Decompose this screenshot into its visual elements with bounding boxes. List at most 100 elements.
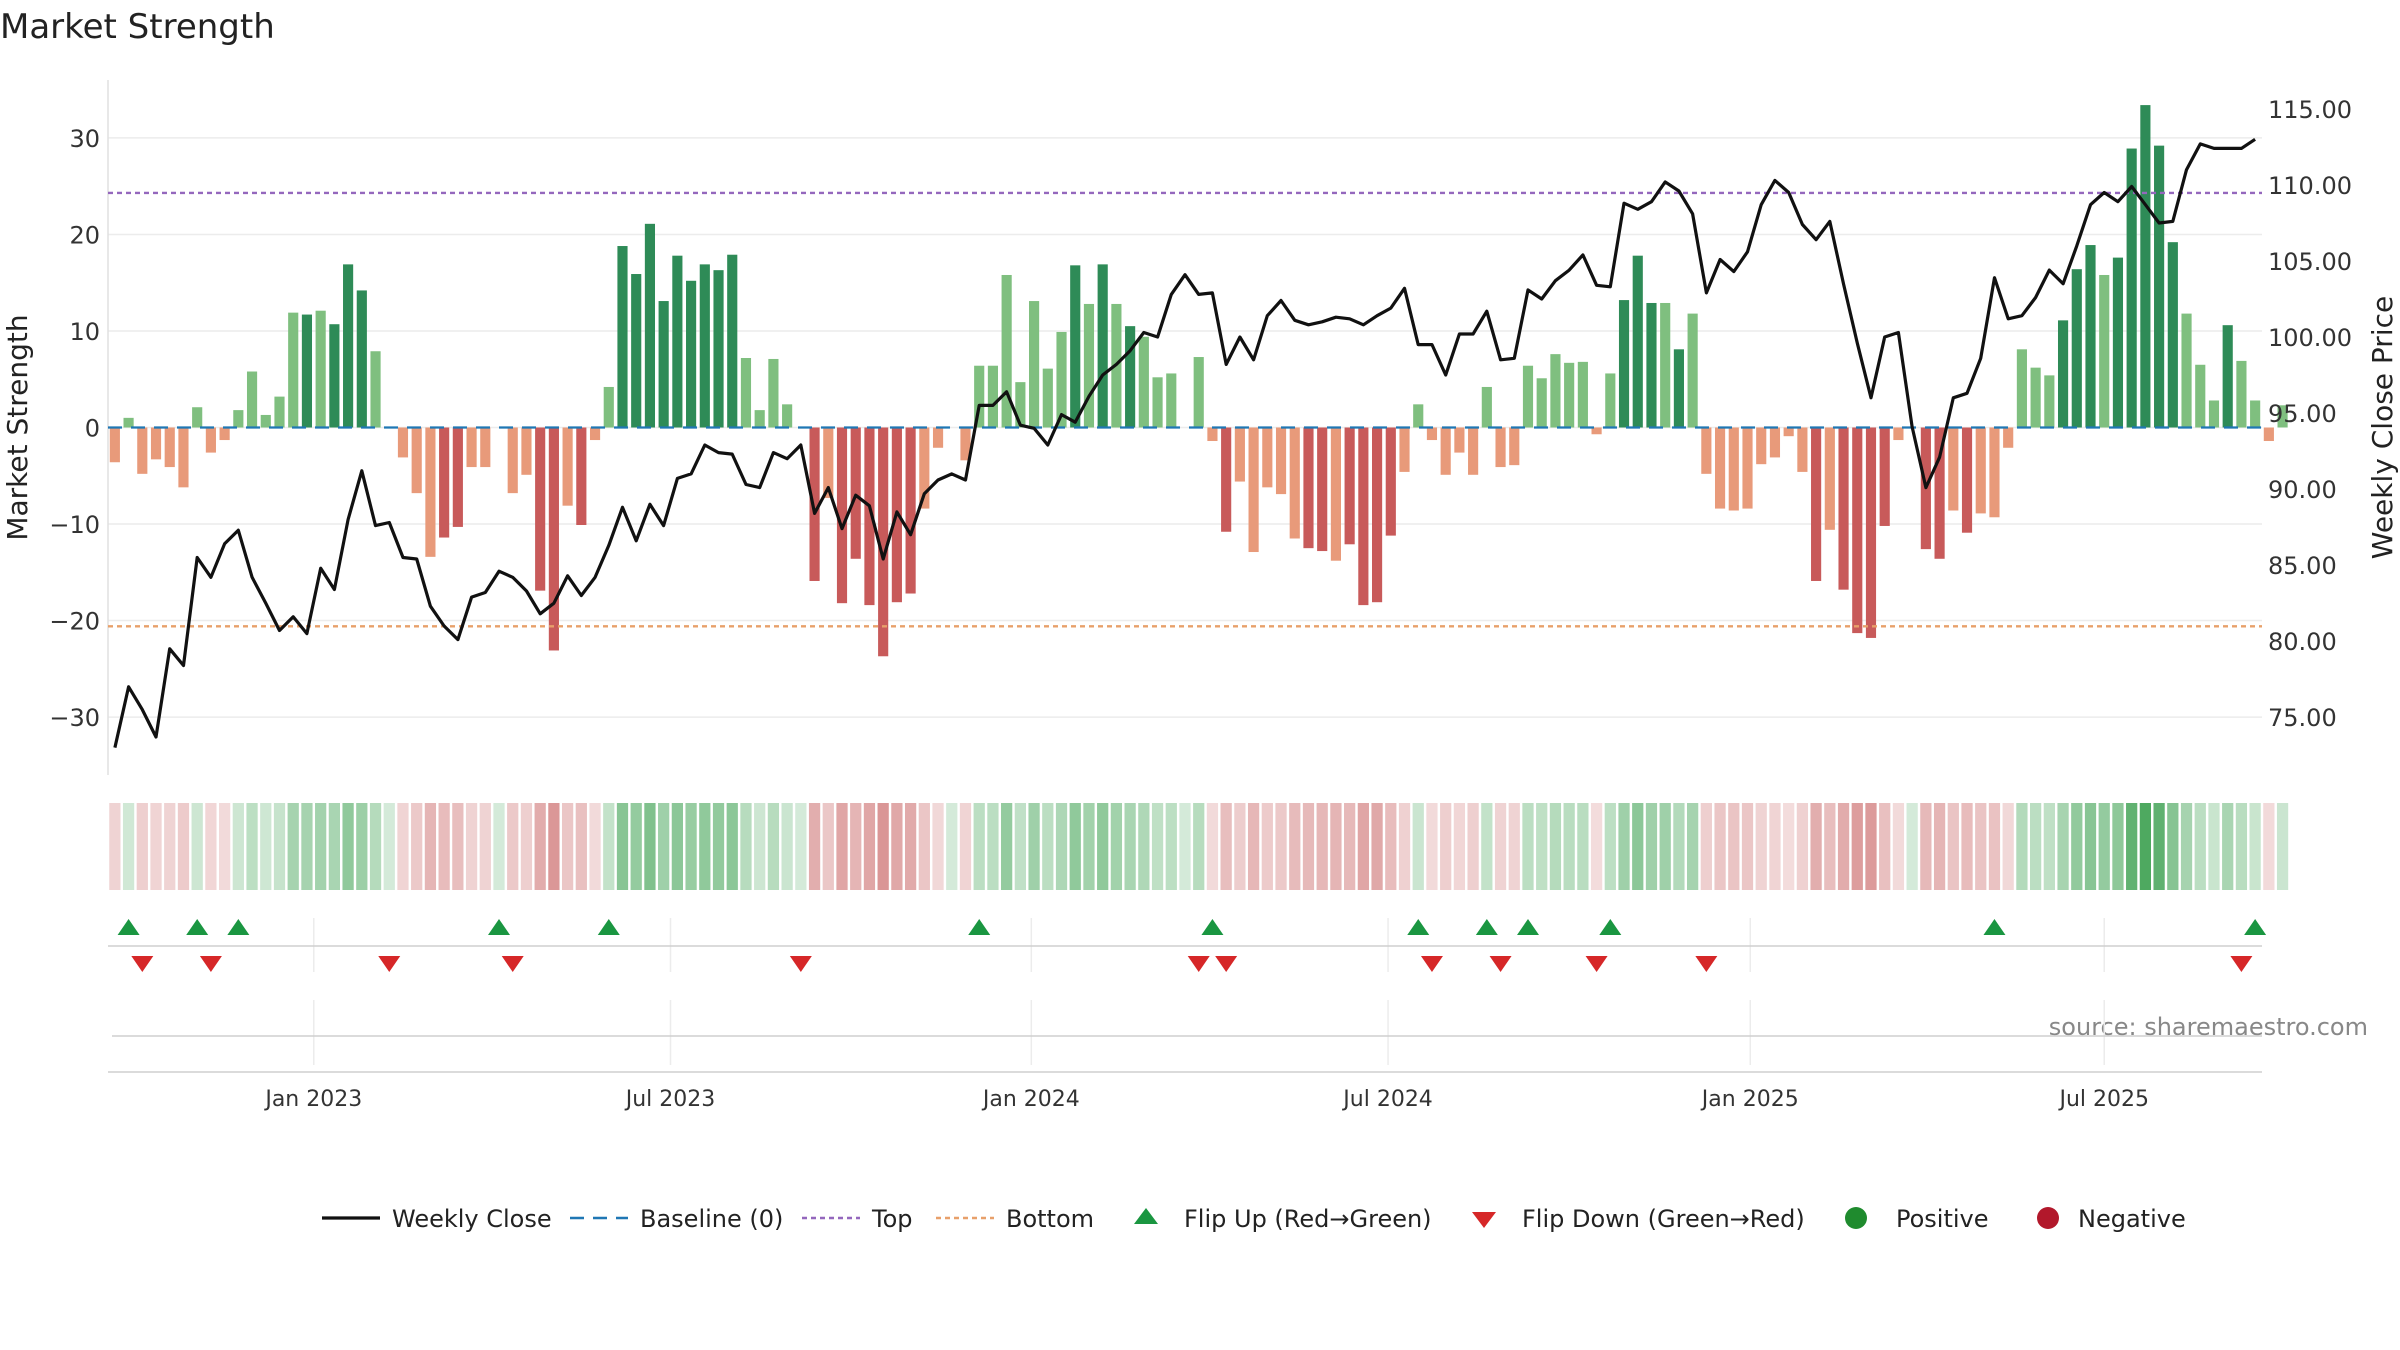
strip-cell [959, 803, 972, 890]
strength-bar [2126, 148, 2137, 428]
strength-bar [548, 427, 559, 651]
strip-cell [1536, 803, 1548, 890]
strength-bar [2016, 349, 2027, 428]
legend-label: Bottom [1006, 1205, 1094, 1233]
strip-cell [932, 803, 944, 890]
strip-cell [2180, 803, 2193, 890]
x-tick-label: Jul 2023 [624, 1087, 716, 1112]
y2-tick-label: 100.00 [2268, 324, 2352, 352]
strip-cell [1124, 803, 1136, 890]
strength-bar [1948, 427, 1959, 511]
y2-tick-label: 95.00 [2268, 400, 2337, 428]
strength-bar [2140, 105, 2151, 428]
strip-cell [589, 803, 601, 890]
strength-bar [1083, 303, 1095, 428]
flip-markers [117, 919, 2267, 972]
strip-cell [2139, 803, 2152, 890]
strength-bar [1975, 427, 1986, 514]
strength-bar [1687, 313, 1698, 428]
strength-bar [1852, 427, 1863, 634]
strip-cell [2235, 803, 2248, 890]
strength-bar [987, 365, 998, 428]
strength-bar [1001, 274, 1012, 428]
strength-bar [1673, 349, 1684, 428]
strip-cell [904, 803, 917, 890]
flip-down-marker [1489, 956, 1512, 972]
strength-bar [480, 427, 491, 468]
strength-bar [397, 427, 409, 458]
strip-cell [1467, 803, 1479, 890]
flip-down-marker [501, 956, 524, 972]
strip-cell [2057, 803, 2069, 890]
flip-up-marker [227, 919, 250, 935]
strength-bar [1742, 427, 1753, 509]
strip-cell [1275, 803, 1287, 890]
strip-cell [1700, 803, 1712, 890]
strip-cell [2043, 803, 2055, 890]
strength-bar [2236, 360, 2247, 428]
strip-cell [1865, 803, 1877, 890]
strength-bar [1234, 427, 1245, 482]
strip-cell [177, 803, 190, 890]
strip-cell [1975, 803, 1987, 890]
flip-down-marker [1585, 956, 1608, 972]
strength-bar [1303, 427, 1314, 549]
legend-item-negative: Negative [2037, 1205, 2186, 1233]
legend-item-positive: Positive [1845, 1205, 1989, 1233]
strength-bar [727, 254, 738, 428]
strength-bar [1618, 300, 1630, 428]
strength-bars [109, 105, 2288, 657]
strip-cell [712, 803, 725, 890]
strip-cell [1563, 803, 1575, 890]
strength-bar [109, 427, 120, 463]
strength-bar [2057, 320, 2069, 428]
strip-cell [1055, 803, 1068, 890]
strength-bar [2003, 427, 2014, 448]
strip-cell [1234, 803, 1246, 890]
strength-bar [1865, 427, 1877, 638]
strip-cell [520, 803, 533, 890]
strip-cell [2194, 803, 2206, 890]
strength-bar [699, 264, 710, 428]
strip-cell [1824, 803, 1836, 890]
flip-down-marker [789, 956, 812, 972]
strip-cell [877, 803, 889, 890]
strength-bar [576, 427, 587, 525]
strip-cell [465, 803, 478, 890]
x-tick-label: Jul 2025 [2057, 1087, 2149, 1112]
strength-bar [288, 312, 299, 428]
strength-bar [2099, 274, 2110, 428]
weekly-close-line [113, 137, 2256, 748]
y-tick-label: 0 [85, 415, 100, 443]
strength-color-strip [109, 803, 2289, 890]
strength-bar [1632, 255, 1643, 428]
strength-bar [1344, 427, 1355, 545]
strip-cell [1933, 803, 1946, 890]
strip-cell [1590, 803, 1603, 890]
y-tick-label: 20 [69, 221, 100, 249]
strip-cell [658, 803, 670, 890]
strength-bar [1893, 427, 1904, 441]
strength-bar [507, 427, 518, 494]
strength-bar [2250, 400, 2261, 428]
gridlines [108, 137, 2262, 1065]
strip-cell [987, 803, 999, 890]
strip-cell [1289, 803, 1301, 890]
flip-up-marker [1983, 919, 2006, 935]
strip-cell [507, 803, 519, 890]
strength-bar [356, 290, 367, 428]
legend-item-bottom: Bottom [936, 1205, 1094, 1233]
strength-bar [452, 427, 463, 527]
strength-bar [1811, 427, 1822, 581]
flip-up-marker [2244, 919, 2267, 935]
strip-cell [548, 803, 560, 890]
strength-bar [1728, 427, 1739, 511]
strip-cell [1302, 803, 1315, 890]
flip-up-marker [1475, 919, 1498, 935]
flip-down-marker [1695, 956, 1718, 972]
strip-cell [1522, 803, 1534, 890]
strength-bar [1701, 427, 1712, 474]
y-axis-label: Market Strength [1, 314, 34, 540]
strength-bar [315, 310, 326, 428]
x-tick-label: Jul 2024 [1341, 1087, 1433, 1112]
